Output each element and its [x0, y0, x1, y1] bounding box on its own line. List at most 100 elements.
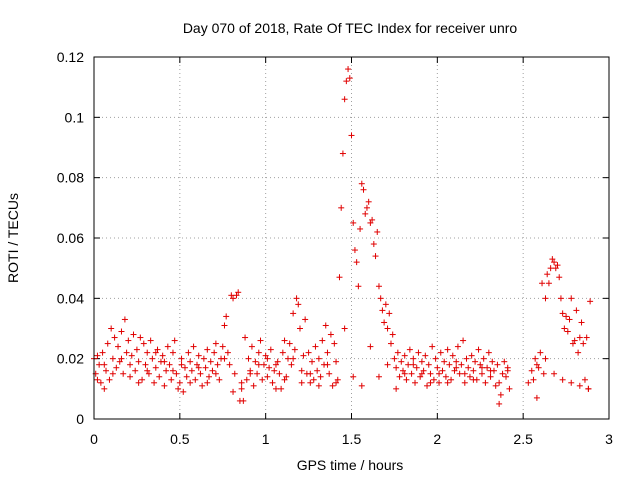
data-point	[223, 313, 230, 320]
data-point	[569, 340, 576, 347]
data-point	[436, 379, 443, 386]
data-point	[144, 367, 151, 374]
data-point	[137, 334, 144, 341]
data-point	[121, 316, 128, 323]
data-point	[487, 367, 494, 374]
data-point	[341, 96, 348, 103]
data-point	[554, 262, 561, 269]
data-point	[448, 376, 455, 383]
y-tick-label: 0.02	[57, 351, 84, 367]
data-point	[465, 364, 472, 371]
data-point	[391, 355, 398, 362]
data-point	[118, 355, 125, 362]
data-point	[461, 370, 468, 377]
data-point	[240, 397, 247, 404]
x-tick-label: 1	[262, 431, 270, 447]
x-tick-label: 2.5	[513, 431, 533, 447]
data-point	[444, 379, 451, 386]
y-tick-labels: 0 0.02 0.04 0.06 0.08 0.1 0.12	[57, 49, 84, 427]
data-point	[417, 373, 424, 380]
data-point	[453, 358, 460, 365]
data-point	[315, 382, 322, 389]
data-point	[183, 373, 190, 380]
data-point	[556, 274, 563, 281]
data-point	[532, 355, 539, 362]
data-point	[542, 295, 549, 302]
data-point	[228, 292, 235, 299]
data-point	[175, 385, 182, 392]
data-point	[169, 367, 176, 374]
data-point	[559, 376, 566, 383]
data-point	[350, 373, 357, 380]
data-point	[413, 364, 420, 371]
data-point	[221, 355, 228, 362]
data-point	[400, 367, 406, 374]
data-point	[477, 361, 484, 368]
data-point	[357, 225, 364, 232]
data-point	[224, 349, 231, 356]
data-point	[468, 352, 475, 359]
data-point	[472, 358, 479, 365]
data-point	[355, 283, 362, 290]
data-point	[94, 376, 101, 383]
data-point	[276, 370, 283, 377]
data-point	[427, 379, 434, 386]
data-point	[257, 337, 264, 344]
data-point	[576, 382, 583, 389]
data-point	[499, 370, 506, 377]
data-point	[564, 328, 571, 335]
data-point	[401, 370, 408, 377]
data-point	[284, 355, 291, 362]
data-point	[501, 358, 508, 365]
data-point	[314, 367, 321, 374]
data-point	[478, 364, 485, 371]
data-point	[173, 370, 180, 377]
data-point	[418, 370, 425, 377]
data-point	[322, 322, 329, 329]
data-point	[238, 385, 245, 392]
data-point	[135, 379, 142, 386]
x-tick-label: 0	[90, 431, 98, 447]
data-point	[568, 379, 575, 386]
data-point	[206, 373, 213, 380]
data-point	[375, 373, 382, 380]
data-point	[178, 355, 185, 362]
data-point	[393, 385, 400, 392]
y-tick-label: 0.06	[57, 230, 84, 246]
data-point	[581, 376, 588, 383]
data-point	[274, 358, 281, 365]
data-point	[221, 322, 228, 329]
data-point	[286, 340, 293, 347]
data-point	[424, 382, 431, 389]
data-point	[504, 367, 511, 374]
data-point	[377, 295, 384, 302]
data-point	[408, 370, 415, 377]
data-point	[290, 355, 297, 362]
data-point	[580, 340, 587, 347]
data-point	[103, 367, 110, 374]
data-point	[212, 340, 219, 347]
data-point	[161, 382, 168, 389]
data-point	[324, 361, 331, 368]
data-point	[109, 355, 116, 362]
data-point	[139, 376, 146, 383]
data-point	[405, 361, 412, 368]
x-tick-label: 3	[605, 431, 613, 447]
data-point	[324, 349, 331, 356]
data-point	[496, 400, 503, 407]
data-point	[197, 370, 204, 377]
data-point	[393, 364, 400, 371]
data-point	[552, 265, 559, 272]
data-point	[94, 352, 101, 359]
data-point	[169, 349, 176, 356]
data-point	[317, 373, 324, 380]
data-point	[259, 376, 266, 383]
data-point	[104, 340, 111, 347]
data-point	[267, 346, 274, 353]
data-point	[412, 379, 419, 386]
data-point	[230, 388, 237, 395]
data-point	[168, 376, 175, 383]
data-point	[235, 289, 242, 296]
data-point	[350, 219, 357, 226]
